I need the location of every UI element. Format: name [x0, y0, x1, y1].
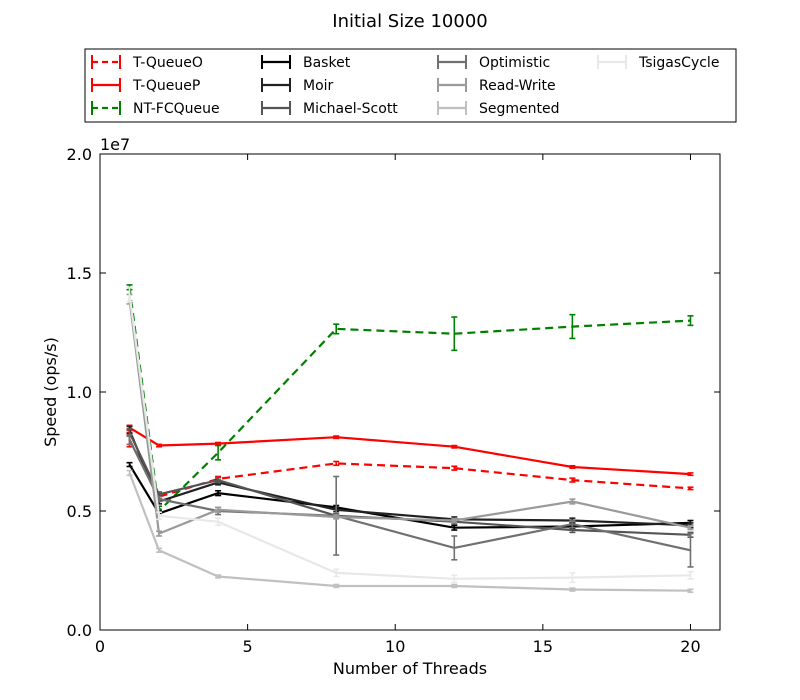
series-read-write: [126, 293, 694, 537]
series-optimistic: [126, 434, 694, 568]
legend-label: T-QueueO: [132, 55, 203, 71]
plot-frame: [99, 153, 721, 631]
legend-item: Basket: [261, 55, 351, 71]
legend-label: NT-FCQueue: [133, 101, 220, 117]
legend-label: Optimistic: [479, 55, 550, 71]
y-tick-label: 0.0: [67, 621, 92, 640]
legend-label: TsigasCycle: [638, 55, 719, 71]
legend-item: T-QueueO: [91, 55, 203, 71]
x-tick-label: 5: [243, 637, 253, 656]
legend-item: Michael-Scott: [261, 101, 398, 117]
plot-area: 0 5 10 15 20 0.0 0.5 1.0 1.5 2.0: [67, 145, 721, 656]
x-tick-label: 20: [680, 637, 700, 656]
legend-item: Moir: [261, 78, 334, 94]
y-tick-label: 1.0: [67, 383, 92, 402]
x-tick-label: 10: [385, 637, 405, 656]
legend-label: Read-Write: [479, 78, 556, 94]
series-tsigascycle: [126, 286, 694, 584]
legend-item: T-QueueP: [91, 78, 200, 94]
x-axis-label: Number of Threads: [333, 659, 487, 678]
legend-frame: [84, 48, 737, 123]
chart-title: Initial Size 10000: [332, 11, 487, 32]
legend-item: Segmented: [437, 101, 560, 117]
legend-item: Optimistic: [437, 55, 550, 71]
y-tick-label: 1.5: [67, 264, 92, 283]
y-tick-label: 2.0: [67, 145, 92, 164]
legend-label: Moir: [303, 78, 334, 94]
legend-label: Basket: [303, 55, 351, 71]
series-t-queuep: [126, 424, 694, 477]
legend-item: TsigasCycle: [597, 55, 719, 71]
y-tick-label: 0.5: [67, 502, 92, 521]
legend: T-QueueO T-QueueP NT-FCQueue Basket Moir Mich…: [84, 48, 737, 123]
legend-item: Read-Write: [437, 78, 556, 94]
series-segmented: [126, 469, 694, 593]
y-axis-label: Speed (ops/s): [41, 337, 60, 447]
x-tick-label: 0: [95, 637, 105, 656]
y-axis-multiplier: 1e7: [100, 135, 130, 154]
legend-item: NT-FCQueue: [91, 101, 220, 117]
x-tick-label: 15: [533, 637, 553, 656]
legend-label: Segmented: [479, 101, 560, 117]
series-line: [128, 287, 691, 514]
legend-label: Michael-Scott: [303, 101, 398, 117]
series-line: [128, 299, 691, 536]
legend-label: T-QueueP: [132, 78, 200, 94]
